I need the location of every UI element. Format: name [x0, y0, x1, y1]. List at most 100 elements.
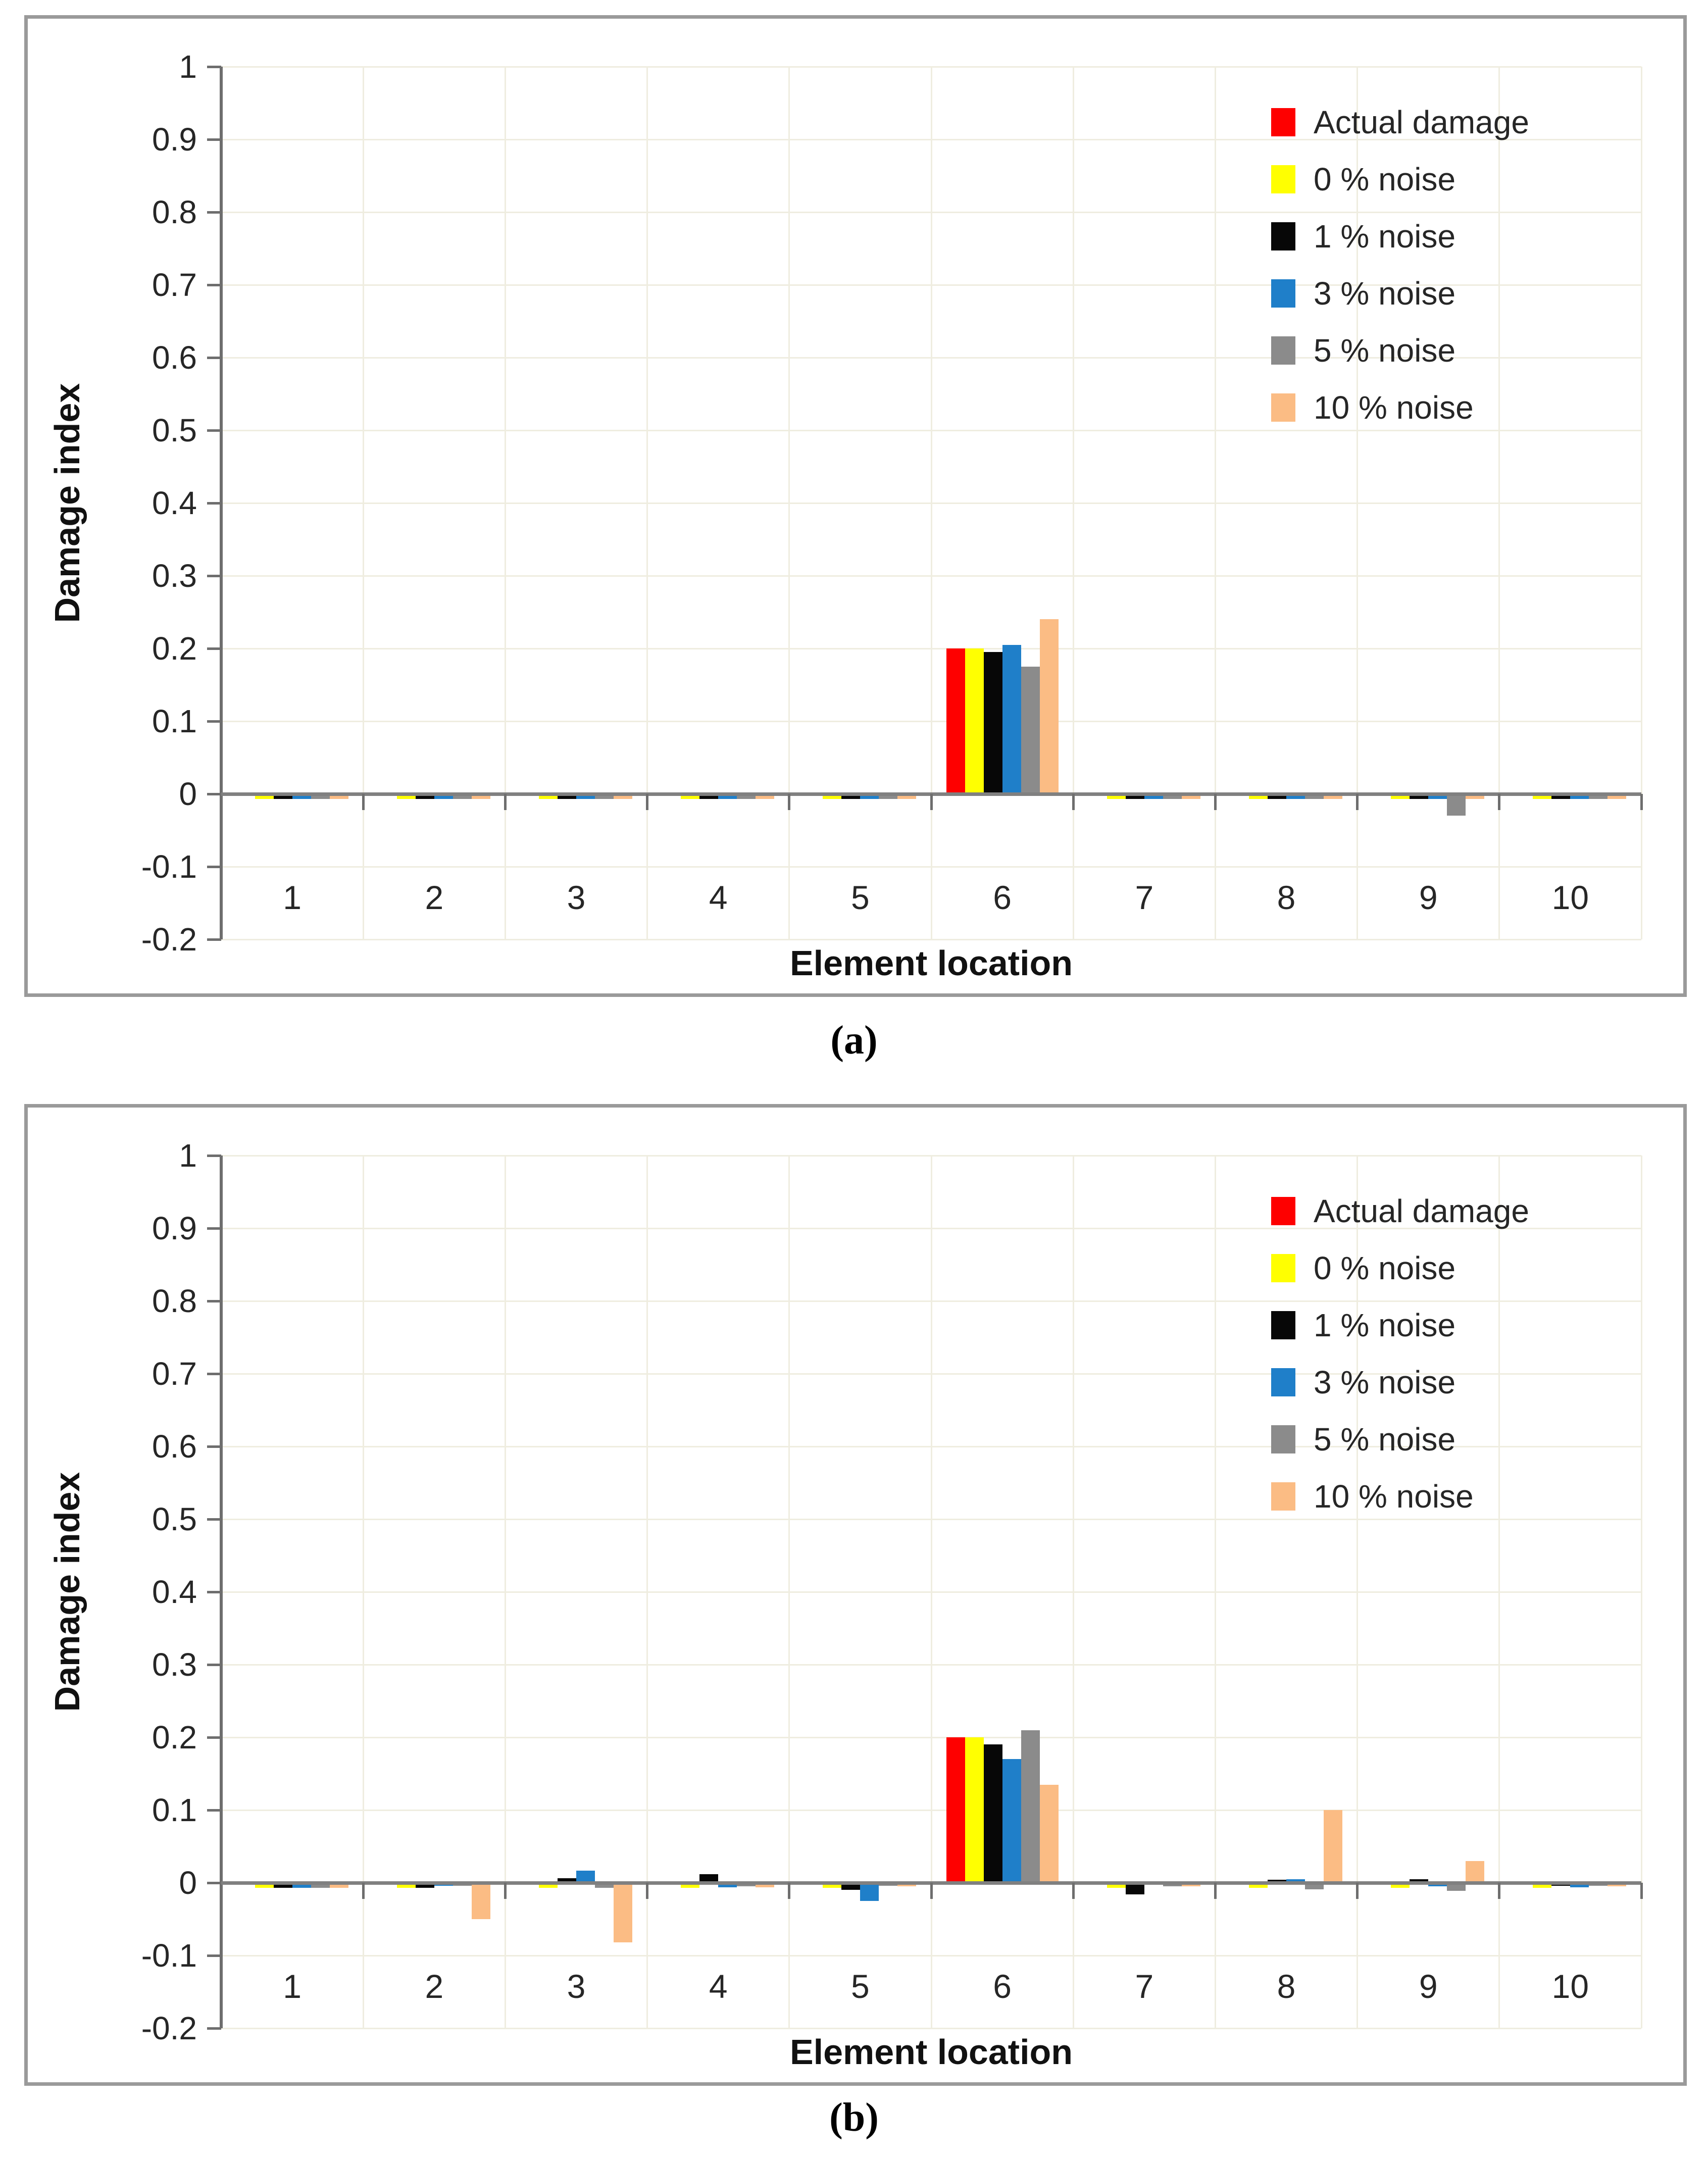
legend-item: Actual damage [1271, 1182, 1529, 1239]
y-axis-title: Damage index [47, 383, 87, 623]
y-tick-label: 1 [179, 48, 197, 85]
bar-0-noise [1533, 794, 1552, 799]
y-tick-label: 0 [179, 1865, 197, 1901]
legend: Actual damage 0 % noise 1 % noise 3 % noise… [1271, 93, 1529, 436]
y-tick-label: -0.2 [141, 2010, 197, 2046]
gridline-vertical [1498, 67, 1500, 939]
bar-10-noise [897, 1883, 917, 1887]
x-category-label: 8 [1277, 1968, 1296, 2005]
x-axis-tick [788, 794, 791, 810]
x-axis-tick [362, 1883, 365, 1899]
x-axis-tick [1498, 794, 1501, 810]
bar-1-noise [415, 1883, 434, 1888]
bar-3-noise [434, 794, 453, 799]
gridline-vertical [646, 1156, 648, 2028]
x-axis-tick [930, 794, 933, 810]
bar-5-noise [453, 794, 472, 799]
y-tick-label: 0.6 [152, 1428, 197, 1465]
bar-10-noise [897, 794, 917, 799]
bar-10-noise [329, 794, 348, 799]
bar-3-noise [1428, 1883, 1447, 1887]
legend-label: Actual damage [1314, 104, 1529, 140]
y-axis-tick [207, 1663, 221, 1666]
y-axis-tick [207, 1227, 221, 1230]
y-axis-tick [207, 1518, 221, 1521]
x-category-label: 2 [425, 1968, 444, 2005]
bar-3-noise [576, 1870, 595, 1883]
x-axis-tick [504, 1883, 507, 1899]
bar-10-noise [1607, 1883, 1627, 1887]
legend-label: 5 % noise [1314, 332, 1456, 369]
gridline-vertical [504, 67, 506, 939]
bar-0-noise [1391, 1883, 1410, 1888]
bar-5-noise [1447, 1883, 1466, 1891]
bar-1-noise [558, 1878, 576, 1883]
bar-0-noise [1533, 1883, 1552, 1888]
gridline-vertical [788, 1156, 790, 2028]
gridline-vertical [930, 1156, 932, 2028]
bar-10-noise [1039, 619, 1059, 794]
legend-swatch-0-noise [1271, 165, 1295, 193]
bar-10-noise [1466, 1861, 1485, 1883]
bar-5-noise [1447, 794, 1466, 816]
bar-actual-damage [946, 1737, 965, 1883]
bar-0-noise [681, 794, 700, 799]
bar-5-noise [1021, 1730, 1040, 1883]
bar-5-noise [1021, 667, 1040, 794]
legend-label: 5 % noise [1314, 1421, 1456, 1458]
gridline-vertical [788, 67, 790, 939]
y-axis-tick [207, 1299, 221, 1302]
legend-swatch-10-noise [1271, 1482, 1295, 1511]
bar-1-noise [983, 1744, 1002, 1883]
bar-3-noise [1428, 794, 1447, 799]
x-category-label: 4 [709, 1968, 728, 2005]
x-category-label: 5 [851, 879, 870, 916]
legend-item: 0 % noise [1271, 1239, 1529, 1296]
gridline-horizontal [221, 2027, 1641, 2029]
legend-item: 1 % noise [1271, 1296, 1529, 1353]
y-axis-line [220, 67, 223, 939]
bar-5-noise [737, 794, 756, 799]
legend-item: 10 % noise [1271, 379, 1529, 436]
legend-label: Actual damage [1314, 1192, 1529, 1229]
gridline-vertical [930, 67, 932, 939]
y-tick-label: 0.3 [152, 1646, 197, 1683]
bar-10-noise [329, 1883, 348, 1888]
bar-10-noise [614, 1883, 632, 1943]
y-axis-title: Damage index [47, 1472, 87, 1712]
y-tick-label: -0.1 [141, 1937, 197, 1974]
legend-item: 0 % noise [1271, 151, 1529, 208]
bar-1-noise [1551, 794, 1571, 799]
y-tick-label: 0.8 [152, 194, 197, 230]
bar-actual-damage [946, 648, 965, 794]
bar-1-noise [1125, 794, 1144, 799]
x-axis-tick [1498, 1883, 1501, 1899]
y-tick-label: 0.1 [152, 1792, 197, 1828]
legend-swatch-3-noise [1271, 1368, 1295, 1396]
bar-1-noise [273, 1883, 292, 1888]
x-category-label: 9 [1419, 879, 1438, 916]
gridline-vertical [1214, 67, 1216, 939]
x-category-label: 3 [567, 879, 586, 916]
bar-5-noise [311, 1883, 330, 1888]
y-axis-tick [207, 792, 221, 795]
bar-0-noise [396, 1883, 416, 1888]
y-tick-label: 0.7 [152, 267, 197, 303]
bar-0-noise [965, 648, 984, 794]
bar-10-noise [471, 794, 490, 799]
bar-3-noise [292, 794, 311, 799]
x-axis-tick [930, 1883, 933, 1899]
bar-5-noise [1163, 794, 1182, 799]
y-axis-tick [207, 1154, 221, 1157]
legend-label: 0 % noise [1314, 1249, 1456, 1286]
y-axis-line [220, 1156, 223, 2028]
legend-item: 5 % noise [1271, 1411, 1529, 1468]
y-tick-label: 0.9 [152, 121, 197, 158]
x-axis-tick [646, 1883, 649, 1899]
y-axis-tick [207, 429, 221, 432]
bar-3-noise [1570, 794, 1589, 799]
bar-3-noise [576, 794, 595, 799]
y-tick-label: 0.6 [152, 339, 197, 376]
bar-10-noise [614, 794, 632, 799]
bar-3-noise [1002, 1759, 1021, 1883]
